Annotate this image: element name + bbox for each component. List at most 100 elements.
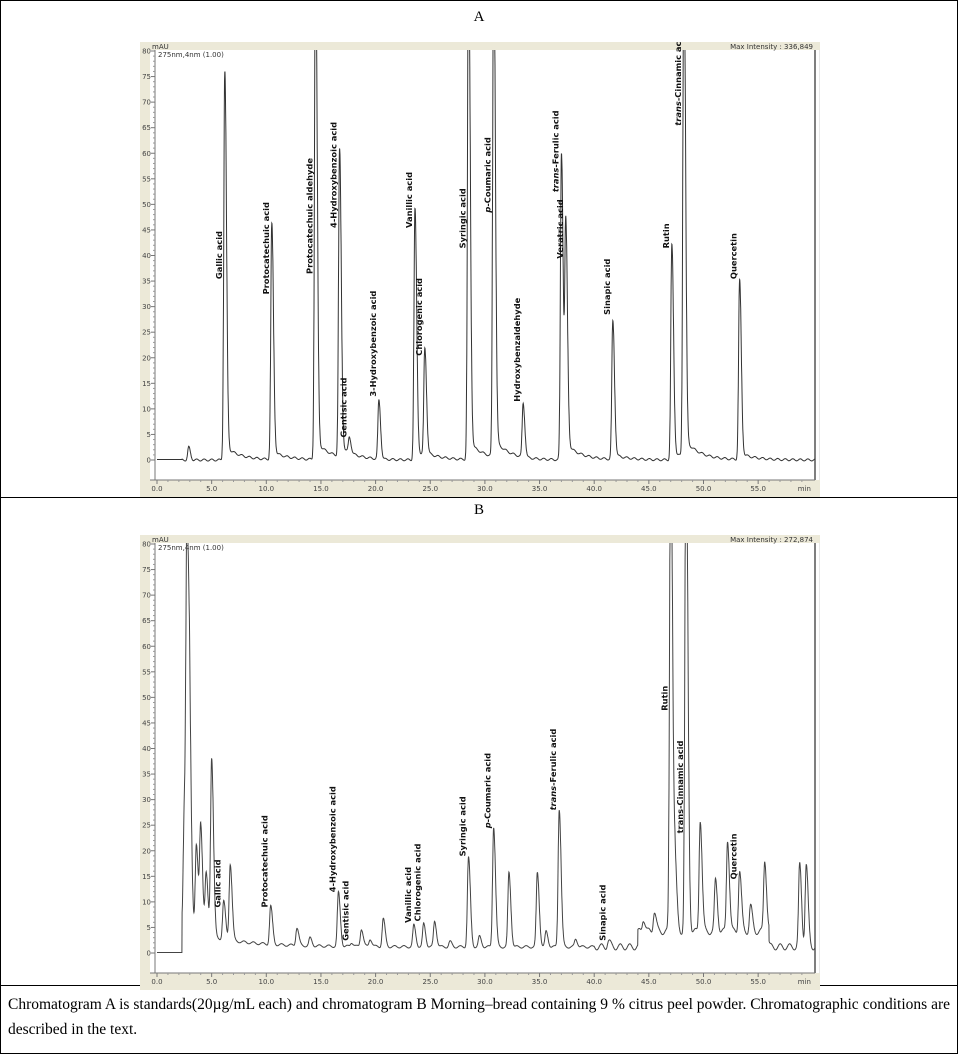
x-tick-label: 25.0 — [422, 485, 438, 493]
y-tick-label: 25 — [142, 329, 151, 337]
x-tick-label: 5.0 — [206, 978, 217, 986]
y-tick-label: 80 — [142, 541, 151, 549]
peak-label: Vanillic acid — [404, 172, 414, 228]
x-tick-label: 30.0 — [477, 978, 493, 986]
chromatogram-trace — [157, 543, 815, 953]
peak-label: Vanillic acid — [403, 867, 413, 923]
y-tick-label: 20 — [142, 847, 151, 855]
x-tick-label: 25.0 — [422, 978, 438, 986]
peak-label: trans-Ferulic acid — [550, 110, 560, 192]
peak-label-italic: p — [483, 207, 493, 214]
peak-label: Veratric acid — [555, 199, 565, 258]
header-strip — [140, 42, 820, 50]
peak-label: Gentisic acid — [341, 881, 351, 941]
peak-label: Gentisic acid — [338, 377, 348, 437]
max-intensity-label: Max Intensity : 272,874 — [730, 536, 813, 544]
peak-label: Gallic acid — [214, 231, 224, 279]
peak-label: p-Coumaric acid — [483, 753, 493, 829]
x-axis-strip — [140, 480, 820, 497]
peak-label: Syringic acid — [458, 188, 468, 248]
y-tick-label: 55 — [142, 175, 151, 183]
plot-area — [150, 543, 815, 973]
peak-label: Quercetin — [729, 833, 739, 879]
figure-caption: Chromatogram A is standards(20µg/mL each… — [8, 996, 950, 1038]
x-tick-label: 50.0 — [696, 978, 712, 986]
peak-label: trans-Cinnamic acid — [675, 740, 685, 833]
x-tick-label: 50.0 — [696, 485, 712, 493]
y-unit-label: mAU — [152, 43, 169, 51]
x-tick-label: 20.0 — [368, 485, 384, 493]
peak-label: 3-Hydroxybenzoic acid — [368, 291, 378, 397]
divider — [0, 497, 958, 498]
y-tick-label: 65 — [142, 124, 151, 132]
y-tick-label: 35 — [142, 771, 151, 779]
peak-label: Gallic acid — [213, 859, 223, 907]
y-unit-label: mAU — [152, 536, 169, 544]
y-tick-label: 70 — [142, 592, 151, 600]
peak-label: trans-Ferulic acid — [548, 729, 558, 811]
y-tick-label: 60 — [142, 643, 151, 651]
peak-label: Sinapic acid — [597, 884, 607, 940]
peak-label-rest: -Cinnamic acid — [673, 42, 683, 101]
peak-label: Rutin — [661, 223, 671, 248]
channel-label: 275nm,4nm (1.00) — [158, 544, 224, 552]
x-tick-label: 0.0 — [151, 978, 162, 986]
y-tick-label: 35 — [142, 278, 151, 286]
peak-label: Protocatechuic acid — [261, 202, 271, 294]
peak-label-rest: -Coumaric acid — [483, 137, 493, 206]
y-tick-label: 30 — [142, 796, 151, 804]
peak-label: Chlorogenic acid — [413, 844, 423, 922]
x-tick-label: 5.0 — [206, 485, 217, 493]
y-tick-label: 50 — [142, 694, 151, 702]
x-axis-unit: min — [798, 485, 811, 493]
y-tick-label: 40 — [142, 745, 151, 753]
peak-label: trans-Cinnamic acid — [673, 42, 683, 126]
y-tick-label: 40 — [142, 252, 151, 260]
channel-label: 275nm,4nm (1.00) — [158, 51, 224, 59]
peak-label: Rutin — [660, 686, 670, 711]
panel-b-title: B — [473, 502, 484, 518]
y-tick-label: 50 — [142, 201, 151, 209]
y-tick-label: 75 — [142, 566, 151, 574]
x-tick-label: 15.0 — [313, 978, 329, 986]
peak-label: Protocatechuic aldehyde — [304, 158, 314, 274]
header-strip — [140, 535, 820, 543]
x-tick-label: 40.0 — [586, 485, 602, 493]
y-tick-label: 80 — [142, 48, 151, 56]
y-tick-label: 0 — [147, 950, 151, 958]
y-tick-label: 10 — [142, 898, 151, 906]
y-tick-label: 15 — [142, 873, 151, 881]
peak-label-italic: trans — [550, 168, 560, 193]
x-tick-label: 10.0 — [259, 978, 275, 986]
max-intensity-label: Max Intensity : 336,849 — [730, 43, 813, 51]
peak-label: Hydroxybenzaldehyde — [512, 297, 522, 401]
y-tick-label: 60 — [142, 150, 151, 158]
y-tick-label: 55 — [142, 668, 151, 676]
y-tick-label: 10 — [142, 405, 151, 413]
plot-area — [150, 50, 815, 480]
x-tick-label: 35.0 — [532, 485, 548, 493]
peak-label-italic: trans — [673, 101, 683, 126]
x-tick-label: 30.0 — [477, 485, 493, 493]
x-tick-label: 35.0 — [532, 978, 548, 986]
x-tick-label: 40.0 — [586, 978, 602, 986]
y-tick-label: 0 — [147, 457, 151, 465]
y-tick-label: 5 — [147, 924, 151, 932]
x-tick-label: 45.0 — [641, 485, 657, 493]
x-tick-label: 10.0 — [259, 485, 275, 493]
peak-label-rest: -Coumaric acid — [483, 753, 493, 822]
y-tick-label: 30 — [142, 303, 151, 311]
x-tick-label: 45.0 — [641, 978, 657, 986]
peak-label-italic: p — [483, 822, 493, 829]
peak-label: Chlorogenic acid — [414, 278, 424, 356]
peak-label: Quercetin — [729, 233, 739, 279]
x-tick-label: 55.0 — [750, 978, 766, 986]
y-tick-label: 45 — [142, 226, 151, 234]
y-tick-label: 70 — [142, 99, 151, 107]
peak-label-rest: -Ferulic acid — [548, 729, 558, 786]
panel-a-title: A — [473, 9, 485, 25]
x-tick-label: 20.0 — [368, 978, 384, 986]
y-tick-label: 45 — [142, 719, 151, 727]
